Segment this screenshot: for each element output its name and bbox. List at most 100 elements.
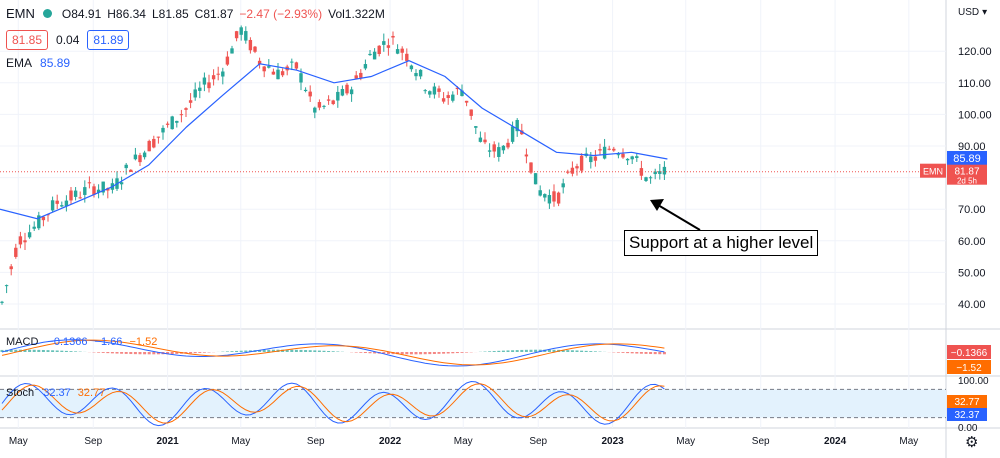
candle-body (543, 194, 547, 198)
currency-label: USD (958, 7, 980, 18)
candle-body (271, 71, 276, 75)
macd-histogram-bar (520, 349, 524, 352)
candle-body (294, 62, 299, 69)
candle-body (198, 87, 202, 91)
sell-button[interactable]: 81.85 (6, 30, 49, 50)
low-value: L81.85 (151, 6, 189, 21)
candle-body (515, 119, 519, 132)
candle-body (428, 91, 432, 95)
gear-icon[interactable]: ⚙ (965, 434, 979, 451)
stoch-legend[interactable]: Stoch 32.37 32.77 (6, 387, 105, 399)
currency-selector[interactable]: USD ▾ (958, 7, 987, 18)
symbol-price-tag (920, 163, 946, 178)
candle-body (644, 177, 648, 181)
candle-body (184, 108, 188, 110)
macd-histogram-bar (124, 352, 128, 354)
candle-body (119, 182, 124, 185)
candle-body (336, 91, 340, 101)
candle-body (423, 90, 427, 92)
macd-histogram-bar (400, 352, 404, 355)
candle-body (501, 145, 506, 151)
price-tick-label: 100.00 (958, 109, 992, 121)
macd-signal-line (1, 339, 665, 366)
macd-histogram-bar (492, 351, 496, 352)
macd-histogram-bar (419, 352, 423, 355)
symbol-label[interactable]: EMN (6, 6, 35, 21)
candle-body (170, 116, 174, 130)
stoch-k-tag-label: 32.37 (954, 410, 979, 421)
candle-body (161, 127, 165, 133)
time-tick-label: 2024 (824, 436, 847, 447)
candle-body (207, 82, 211, 89)
candle-body (262, 66, 266, 72)
candle-body (589, 156, 593, 163)
macd-signal-tag (947, 360, 991, 374)
candle-body (276, 69, 280, 80)
candle-body (478, 137, 483, 142)
candle-body (96, 189, 101, 193)
candle-body (441, 98, 446, 102)
candle-body (165, 123, 170, 125)
candle-body (32, 226, 36, 229)
candle-body (340, 89, 345, 96)
candle-body (303, 89, 308, 92)
candle-body (469, 109, 473, 116)
macd-histogram-bar (616, 352, 620, 353)
macd-line (1, 339, 665, 367)
annotation-arrowhead (650, 199, 664, 211)
buy-button[interactable]: 81.89 (87, 30, 130, 50)
candle-body (598, 149, 602, 151)
macd-histogram-bar (621, 352, 625, 353)
macd-histogram-bar (156, 352, 160, 355)
volume-value: Vol1.322M (328, 6, 385, 21)
candle-body (23, 240, 27, 243)
stoch-band-fill (0, 389, 946, 418)
macd-histogram-bar (0, 349, 4, 352)
macd-histogram-bar (561, 349, 565, 352)
candle-body (575, 166, 579, 169)
candle-body (244, 31, 248, 41)
candle-body (570, 167, 575, 174)
macd-histogram-bar (74, 351, 78, 352)
candle-body (92, 186, 96, 195)
candle-body (349, 89, 354, 95)
candle-body (524, 154, 529, 157)
candle-body (299, 73, 303, 83)
macd-histogram-bar (184, 352, 188, 354)
candle-body (460, 90, 464, 97)
candle-body (400, 48, 404, 53)
macd-histogram-bar (317, 350, 321, 352)
macd-histogram-bar (46, 350, 50, 352)
macd-legend[interactable]: MACD −0.1366 −1.66 −1.52 (6, 336, 157, 348)
time-tick-label: Sep (752, 436, 770, 447)
macd-histogram-bar (37, 349, 41, 352)
macd-histogram-bar (529, 349, 533, 352)
macd-histogram-bar (262, 349, 266, 352)
macd-histogram-bar (322, 350, 326, 352)
candle-body (662, 166, 667, 175)
candle-body (612, 148, 616, 151)
time-tick-label: May (9, 436, 28, 447)
ema-legend[interactable]: EMA 85.89 (6, 56, 70, 70)
macd-histogram-bar (225, 351, 229, 352)
candle-body (487, 150, 492, 152)
candle-body (405, 53, 409, 61)
candle-body (418, 69, 423, 77)
macd-histogram-bar (373, 352, 377, 354)
macd-histogram-bar (446, 352, 450, 354)
candle-body (179, 114, 184, 116)
macd-tag-label: −0.1366 (951, 348, 988, 359)
ema-price-tag-label: 85.89 (953, 153, 981, 165)
candle-body (280, 71, 285, 76)
stoch-label: Stoch (6, 387, 35, 399)
candle-body (0, 301, 4, 303)
candle-body (129, 169, 133, 172)
macd-histogram-bar (644, 352, 648, 354)
stoch-d-tag-label: 32.77 (954, 397, 979, 408)
candle-body (446, 95, 450, 99)
macd-histogram-bar (354, 352, 358, 353)
macd-histogram-bar (120, 352, 124, 354)
macd-histogram-bar (69, 351, 73, 352)
candle-body (561, 183, 565, 188)
